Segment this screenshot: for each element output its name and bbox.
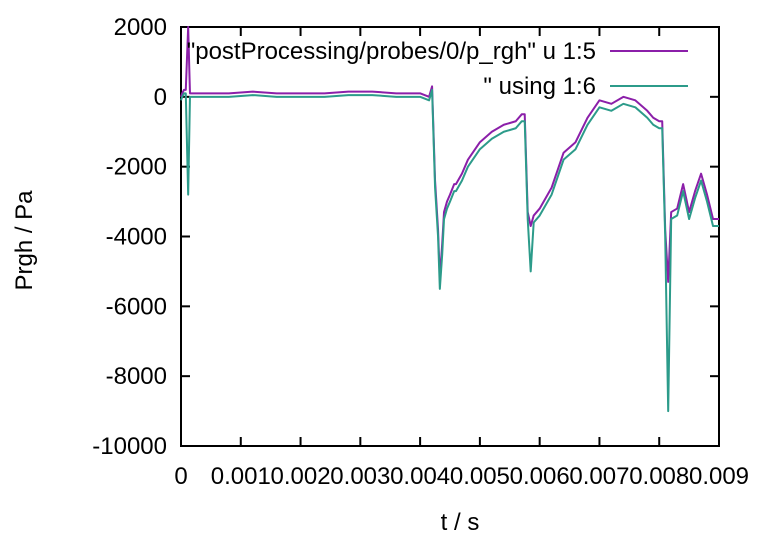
y-tick-label: -10000 [92,433,167,460]
x-tick-label: 0.009 [689,463,749,490]
x-tick-label: 0.008 [629,463,689,490]
x-tick-label: 0 [174,463,187,490]
y-tick-label: -2000 [106,154,167,181]
x-axis-label: t / s [441,509,480,536]
x-tick-label: 0.003 [330,463,390,490]
series-lines [180,26,719,413]
y-axis-label: Prgh / Pa [11,190,38,291]
x-tick-label: 0.002 [271,463,331,490]
legend-entry-label: "postProcessing/probes/0/p_rgh" u 1:5 [187,38,596,65]
series-line-2 [180,88,719,413]
y-axis-ticks: -10000 -8000 -6000 -4000 -2000 0 2000 [92,14,719,460]
x-axis-ticks: 0 0.001 0.002 0.003 0.004 0.005 0.006 0.007 0.00… [174,27,749,490]
x-tick-label: 0.001 [211,463,271,490]
x-tick-label: 0.005 [450,463,510,490]
y-tick-label: -8000 [106,363,167,390]
y-tick-label: 0 [154,84,167,111]
y-tick-label: -6000 [106,293,167,320]
y-tick-label: 2000 [114,14,167,41]
x-tick-label: 0.006 [510,463,570,490]
legend-entry-label: " using 1:6 [483,73,596,100]
x-tick-label: 0.004 [390,463,450,490]
legend: "postProcessing/probes/0/p_rgh" u 1:5 " … [187,38,688,100]
x-tick-label: 0.007 [569,463,629,490]
y-tick-label: -4000 [106,224,167,251]
